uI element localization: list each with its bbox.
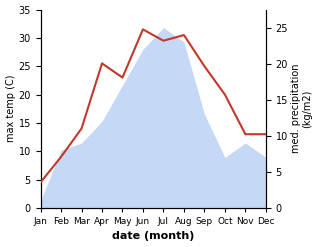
Y-axis label: med. precipitation
(kg/m2): med. precipitation (kg/m2)	[291, 64, 313, 153]
Y-axis label: max temp (C): max temp (C)	[5, 75, 16, 143]
X-axis label: date (month): date (month)	[112, 231, 194, 242]
